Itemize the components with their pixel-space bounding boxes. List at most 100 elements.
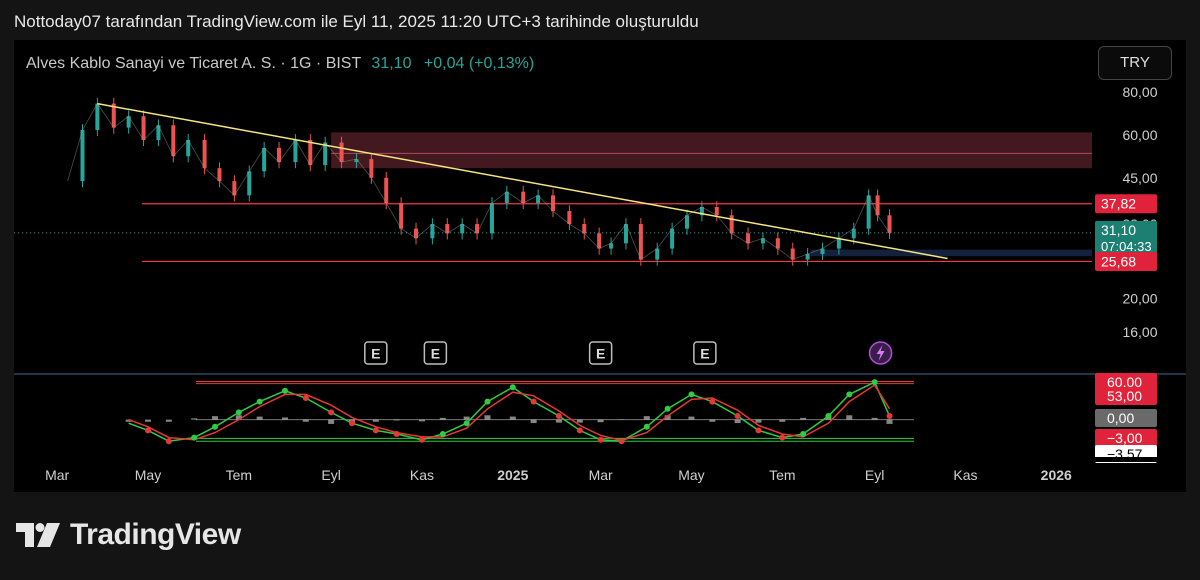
price-bar-body: [308, 139, 313, 166]
chart-canvas[interactable]: 80,0060,0045,0033,0020,0016,0037,8231,10…: [14, 40, 1186, 492]
earnings-marker-label: E: [371, 346, 380, 362]
price-bar-body: [685, 215, 690, 229]
oscillator-histogram-bar: [576, 419, 583, 423]
oscillator-dot: [372, 427, 379, 434]
oscillator-histogram-bar: [688, 416, 695, 420]
lightning-icon: [876, 345, 885, 361]
price-bar-body: [775, 238, 780, 249]
oscillator-badge-background: [1095, 373, 1157, 391]
price-bar-body: [623, 224, 628, 244]
price-bar-body: [567, 211, 572, 225]
dividend-event-icon: [868, 341, 893, 365]
price-bar-body: [217, 168, 222, 182]
earnings-event-marker: E: [364, 341, 388, 365]
oscillator-histogram-bar: [372, 419, 379, 422]
x-axis-tick-label: May: [135, 467, 161, 483]
oscillator-dot: [846, 391, 853, 398]
oscillator-dot: [576, 427, 583, 434]
level-price-badge: 25,68: [1095, 251, 1157, 271]
oscillator-histogram-bar: [125, 419, 132, 422]
earnings-marker-label: E: [700, 346, 709, 362]
oscillator-dot: [709, 398, 716, 405]
oscillator-dot: [328, 409, 335, 416]
oscillator-histogram-bar: [643, 416, 650, 420]
oscillator-dot: [886, 413, 893, 419]
price-bar-body: [655, 248, 660, 260]
oscillator-histogram-bar: [800, 417, 807, 420]
supply-zone: [331, 132, 1092, 169]
oscillator-dot: [755, 427, 762, 434]
price-bar-body: [339, 142, 344, 163]
oscillator-histogram-bar: [212, 416, 219, 420]
price-bar-body: [760, 238, 765, 244]
currency-button[interactable]: TRY: [1098, 46, 1172, 80]
oscillator-dot: [664, 405, 671, 412]
last-price: 31,10: [371, 55, 412, 72]
oscillator-dot: [618, 438, 625, 445]
oscillator-dot: [348, 420, 355, 427]
price-bar-body: [384, 177, 389, 204]
oscillator-dot: [393, 431, 400, 437]
y-axis-tick-label: 45,00: [1122, 170, 1157, 186]
y-axis-tick-label: 80,00: [1122, 84, 1157, 100]
oscillator-histogram-bar: [509, 416, 516, 420]
descending-trendline: [97, 102, 948, 260]
price-bar-body: [790, 248, 795, 260]
oscillator-dot: [418, 436, 425, 443]
price-bar-body: [489, 203, 494, 234]
price-bar-body: [609, 243, 614, 249]
price-bar-body: [354, 159, 359, 163]
chart-panel[interactable]: 80,0060,0045,0033,0020,0016,0037,8231,10…: [14, 40, 1186, 492]
price-bar-body: [475, 224, 480, 234]
price-bar-body: [638, 224, 643, 260]
oscillator-badge-background: [1095, 409, 1157, 427]
oscillator-histogram-bar: [597, 419, 604, 423]
x-axis-tick-label: 2026: [1041, 467, 1072, 483]
oscillator-badge-label: 60,00: [1107, 374, 1142, 390]
oscillator-dot: [597, 436, 604, 443]
oscillator-dot: [555, 413, 562, 419]
oscillator-badge: 53,00: [1095, 387, 1157, 405]
price-badge-label: 37,82: [1101, 196, 1136, 212]
price-bar-body: [714, 206, 719, 216]
price-bar-body: [582, 224, 587, 234]
price-badge-label: 31,10: [1101, 222, 1136, 238]
oscillator-histogram-bar: [393, 419, 400, 421]
price-bar-body: [202, 139, 207, 169]
price-bar-body: [746, 233, 751, 244]
price-badge-countdown: 07:04:33: [1101, 239, 1152, 254]
price-change: +0,04 (+0,13%): [423, 55, 535, 72]
oscillator-histogram-bar: [555, 419, 562, 423]
demand-zone: [810, 249, 1092, 257]
oscillator-histogram-bar: [439, 417, 446, 420]
price-bar-body: [369, 159, 374, 178]
price-badge-label: 25,68: [1101, 253, 1136, 269]
x-axis-tick-label: 2025: [497, 467, 528, 483]
price-bar-body: [521, 191, 526, 204]
x-axis-tick-label: Kas: [953, 467, 977, 483]
earnings-marker-frame: [423, 341, 448, 365]
price-bar-body: [277, 147, 282, 163]
oscillator-badge-label: 53,00: [1107, 388, 1142, 404]
price-bar-body: [836, 238, 841, 249]
oscillator-histogram-bar: [145, 419, 152, 422]
price-bar-body: [247, 171, 252, 196]
oscillator-badge-background: [1095, 387, 1157, 405]
oscillator-badge: 0,00: [1095, 409, 1157, 427]
price-series-line: [67, 102, 890, 261]
tradingview-logo-icon: [16, 523, 60, 547]
price-bar-body: [126, 116, 131, 128]
oscillator-dot: [302, 395, 309, 401]
price-badge-background: [1095, 194, 1157, 214]
price-bar-body: [399, 203, 404, 229]
chart-caption: Nottoday07 tarafından TradingView.com il…: [14, 12, 699, 31]
x-axis-tick-label: May: [678, 467, 704, 483]
earnings-marker-label: E: [431, 346, 440, 362]
oscillator-dot: [235, 409, 242, 416]
price-bar-body: [670, 228, 675, 249]
oscillator-badge-label: −3,00: [1107, 430, 1143, 446]
earnings-marker-frame: [588, 341, 613, 365]
oscillator-dot: [281, 387, 288, 394]
price-bar-body: [729, 215, 734, 234]
oscillator-dot: [463, 420, 470, 427]
